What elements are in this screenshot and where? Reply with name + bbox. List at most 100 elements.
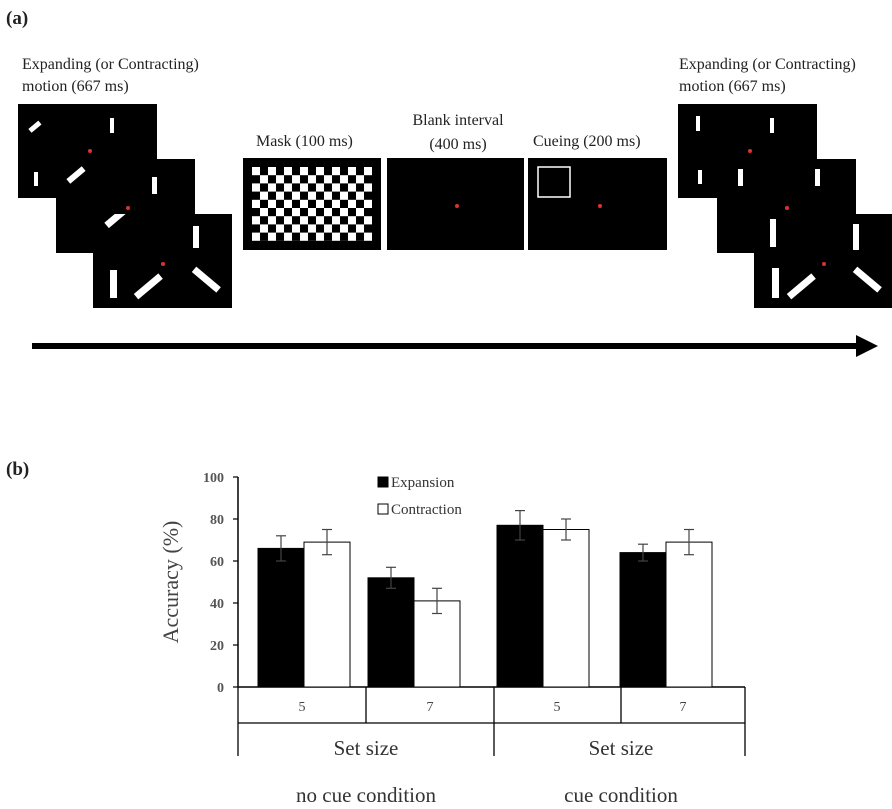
mask-cell — [356, 199, 364, 208]
category-label: 5 — [299, 700, 306, 715]
y-tick-label: 0 — [217, 681, 224, 696]
cue-caption: Cueing (200 ms) — [533, 133, 641, 150]
mask-cell — [308, 232, 316, 241]
panel-b-label: (b) — [6, 459, 30, 480]
mask-cell — [292, 216, 300, 225]
mask-cell — [260, 199, 268, 208]
mask-cell — [340, 199, 348, 208]
mask-cell — [308, 167, 316, 176]
y-tick-label: 60 — [210, 555, 224, 570]
mask-cell — [292, 167, 300, 176]
y-tick-label: 100 — [203, 471, 224, 486]
bar-contraction-2 — [542, 529, 590, 688]
cue-box — [537, 166, 571, 198]
first-motion-caption-line1: Expanding (or Contracting) — [22, 56, 199, 73]
mask-cell — [284, 208, 292, 217]
mask-cell — [324, 167, 332, 176]
mask-cell — [268, 175, 276, 184]
mask-cell — [356, 183, 364, 192]
mask-cell — [284, 224, 292, 233]
second-motion-caption-line1: Expanding (or Contracting) — [679, 56, 856, 73]
mask-cell — [308, 199, 316, 208]
mask-cell — [308, 183, 316, 192]
mask-cell — [260, 183, 268, 192]
mask-cell — [324, 199, 332, 208]
fixation-point — [455, 204, 459, 208]
mask-cell — [252, 175, 260, 184]
mask-cell — [364, 224, 372, 233]
mask-cell — [260, 167, 268, 176]
blank-caption-line1: Blank interval — [412, 112, 504, 129]
y-tick-label: 80 — [210, 513, 224, 528]
mask-cell — [348, 224, 356, 233]
mask-caption: Mask (100 ms) — [256, 133, 353, 150]
mask-cell — [348, 191, 356, 200]
category-label: 5 — [554, 700, 561, 715]
bar-contraction-0 — [303, 541, 351, 688]
mask-cell — [324, 216, 332, 225]
y-axis-label: Accuracy (%) — [158, 521, 183, 644]
bar-expansion-0 — [257, 547, 305, 688]
mask-screen — [243, 158, 381, 250]
mask-cell — [292, 199, 300, 208]
mask-cell — [348, 208, 356, 217]
mask-cell — [276, 167, 284, 176]
mask-cell — [252, 191, 260, 200]
bar-expansion-1 — [367, 577, 415, 688]
mask-cell — [316, 224, 324, 233]
mask-cell — [332, 191, 340, 200]
mask-cell — [364, 191, 372, 200]
mask-cell — [284, 191, 292, 200]
mask-cell — [276, 183, 284, 192]
y-tick-label: 40 — [210, 597, 224, 612]
mask-cell — [364, 208, 372, 217]
mask-cell — [276, 216, 284, 225]
mask-cell — [308, 216, 316, 225]
bar-contraction-3 — [665, 541, 713, 688]
first-motion-caption-line2: motion (667 ms) — [22, 78, 129, 95]
mask-cell — [348, 175, 356, 184]
mask-cell — [332, 224, 340, 233]
mask-cell — [340, 183, 348, 192]
time-arrow — [32, 335, 878, 357]
mask-cell — [364, 175, 372, 184]
group-label: Set size — [334, 736, 399, 760]
category-label: 7 — [427, 700, 434, 715]
mask-cell — [276, 232, 284, 241]
mask-cell — [292, 183, 300, 192]
blank-screen — [387, 158, 524, 250]
mask-cell — [316, 175, 324, 184]
mask-cell — [284, 175, 292, 184]
mask-cell — [340, 216, 348, 225]
mask-cell — [300, 191, 308, 200]
mask-cell — [340, 167, 348, 176]
mask-cell — [340, 232, 348, 241]
mask-cell — [252, 208, 260, 217]
motion-frame-6 — [754, 214, 892, 308]
mask-cell — [332, 175, 340, 184]
mask-cell — [268, 191, 276, 200]
condition-label: no cue condition — [296, 783, 436, 807]
mask-cell — [252, 224, 260, 233]
y-tick-label: 20 — [210, 639, 224, 654]
mask-cell — [324, 183, 332, 192]
mask-cell — [300, 224, 308, 233]
mask-cell — [292, 232, 300, 241]
mask-cell — [300, 175, 308, 184]
legend-label-expansion: Expansion — [391, 475, 455, 491]
mask-cell — [276, 199, 284, 208]
second-motion-caption-line2: motion (667 ms) — [679, 78, 786, 95]
mask-cell — [268, 208, 276, 217]
group-label: Set size — [589, 736, 654, 760]
mask-cell — [356, 232, 364, 241]
motion-frame-3 — [93, 214, 232, 308]
mask-cell — [356, 167, 364, 176]
legend-swatch-expansion — [377, 476, 389, 488]
legend-label-contraction: Contraction — [391, 502, 462, 518]
mask-cell — [300, 208, 308, 217]
mask-cell — [260, 216, 268, 225]
mask-cell — [316, 208, 324, 217]
mask-cell — [260, 232, 268, 241]
mask-cell — [356, 216, 364, 225]
mask-cell — [324, 232, 332, 241]
